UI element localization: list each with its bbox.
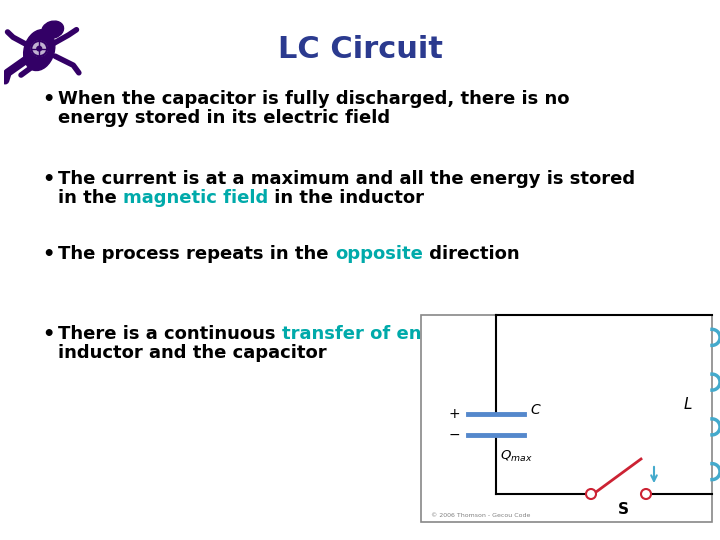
Circle shape <box>32 41 48 56</box>
Text: energy stored in its electric field: energy stored in its electric field <box>58 109 390 127</box>
Text: © 2006 Thomson - Gecou Code: © 2006 Thomson - Gecou Code <box>431 513 531 518</box>
Text: C: C <box>530 403 540 417</box>
Text: $Q_{max}$: $Q_{max}$ <box>500 449 533 464</box>
Text: between the: between the <box>467 325 600 343</box>
Text: LC Circuit: LC Circuit <box>277 35 443 64</box>
Text: +: + <box>448 407 460 421</box>
Text: •: • <box>42 170 55 189</box>
Text: opposite: opposite <box>335 245 423 263</box>
Text: The current is at a maximum and all the energy is stored: The current is at a maximum and all the … <box>58 170 635 188</box>
Text: transfer of energy: transfer of energy <box>282 325 467 343</box>
Text: −: − <box>448 428 460 442</box>
Text: •: • <box>42 90 55 109</box>
Text: S: S <box>618 502 629 517</box>
Text: direction: direction <box>423 245 519 263</box>
Text: •: • <box>42 325 55 344</box>
Text: When the capacitor is fully discharged, there is no: When the capacitor is fully discharged, … <box>58 90 570 108</box>
Text: in the: in the <box>58 189 123 207</box>
Ellipse shape <box>42 21 63 38</box>
Ellipse shape <box>24 30 55 71</box>
Text: L: L <box>683 397 692 412</box>
Text: •: • <box>42 245 55 264</box>
Circle shape <box>641 489 651 499</box>
Text: inductor and the capacitor: inductor and the capacitor <box>58 344 327 362</box>
Bar <box>421 315 712 522</box>
Text: magnetic field: magnetic field <box>123 189 269 207</box>
Circle shape <box>37 46 42 51</box>
Text: in the inductor: in the inductor <box>269 189 424 207</box>
Text: The process repeats in the: The process repeats in the <box>58 245 335 263</box>
Circle shape <box>586 489 596 499</box>
Text: There is a continuous: There is a continuous <box>58 325 282 343</box>
